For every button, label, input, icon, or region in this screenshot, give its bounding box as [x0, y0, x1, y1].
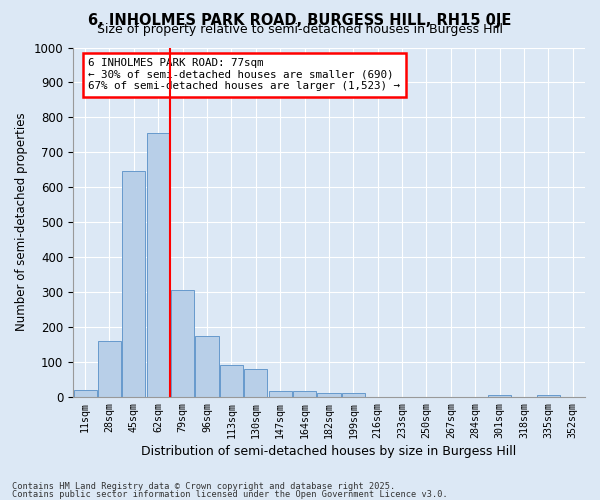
Bar	[537, 395, 560, 396]
Bar	[269, 392, 292, 396]
Y-axis label: Number of semi-detached properties: Number of semi-detached properties	[15, 113, 28, 332]
Bar	[146, 133, 170, 396]
Bar	[196, 336, 218, 396]
Bar	[220, 366, 243, 396]
X-axis label: Distribution of semi-detached houses by size in Burgess Hill: Distribution of semi-detached houses by …	[142, 444, 517, 458]
Bar	[98, 341, 121, 396]
Bar	[244, 370, 268, 396]
Bar	[293, 392, 316, 396]
Text: Size of property relative to semi-detached houses in Burgess Hill: Size of property relative to semi-detach…	[97, 22, 503, 36]
Bar	[317, 392, 341, 396]
Bar	[171, 290, 194, 397]
Text: 6 INHOLMES PARK ROAD: 77sqm
← 30% of semi-detached houses are smaller (690)
67% : 6 INHOLMES PARK ROAD: 77sqm ← 30% of sem…	[88, 58, 400, 91]
Text: 6, INHOLMES PARK ROAD, BURGESS HILL, RH15 0JE: 6, INHOLMES PARK ROAD, BURGESS HILL, RH1…	[88, 12, 512, 28]
Text: Contains HM Land Registry data © Crown copyright and database right 2025.: Contains HM Land Registry data © Crown c…	[12, 482, 395, 491]
Bar	[342, 392, 365, 396]
Bar	[488, 395, 511, 396]
Text: Contains public sector information licensed under the Open Government Licence v3: Contains public sector information licen…	[12, 490, 448, 499]
Bar	[74, 390, 97, 396]
Bar	[122, 172, 145, 396]
